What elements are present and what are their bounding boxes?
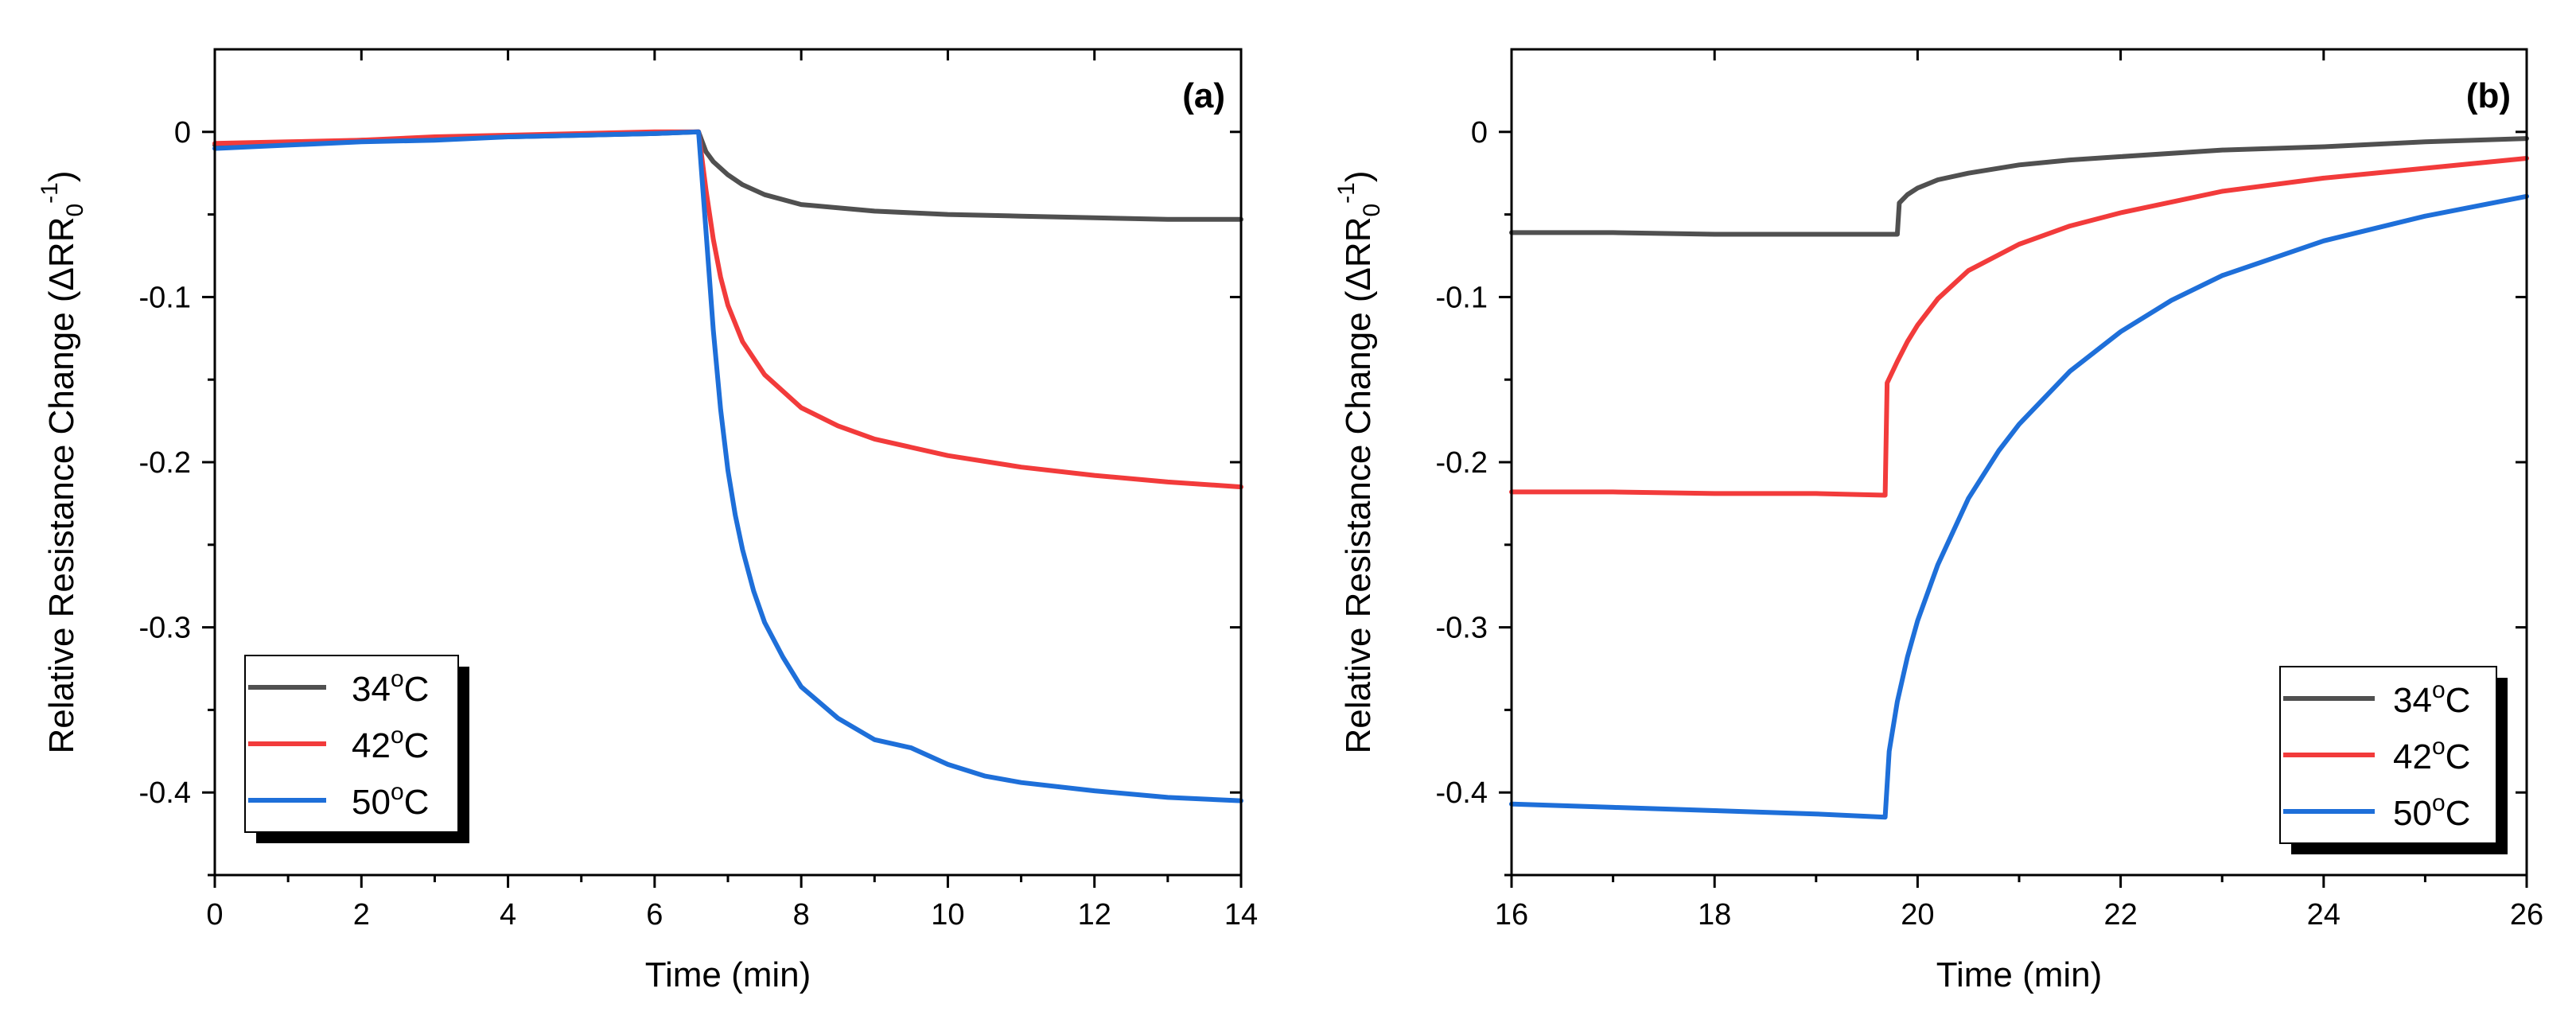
xtick-label-a-1: 2 [353, 898, 370, 932]
ticks-layer-a [202, 49, 1243, 888]
y-axis-title-a: Relative Resistance Change (ΔRR0-1) [37, 170, 88, 753]
ytick-label-b-1: -0.1 [1436, 281, 1488, 314]
legend-42-a-o: o [391, 722, 404, 749]
xtick-label-a-7: 14 [1224, 898, 1258, 932]
xtick-label-a-6: 12 [1078, 898, 1111, 932]
xtick-label-a-3: 6 [646, 898, 663, 932]
legend-34-b-c: C [2446, 681, 2471, 720]
legend-b: 34oC 42oC 50oC [2279, 666, 2508, 854]
chart-panel-a: 0 2 4 6 8 10 12 14 0 -0.1 -0.2 -0.3 -0.4 (a) Time (… [37, 48, 1258, 994]
series-line-34-a [212, 129, 1243, 222]
legend-text-42-a: 42oC [352, 722, 429, 765]
ticks-layer-b [1499, 49, 2528, 888]
legend-34-a-o: o [391, 666, 404, 692]
legend-50-a-c: C [404, 783, 430, 822]
series-line-42-a [212, 129, 1243, 490]
series-layer-a [212, 129, 1243, 803]
xtick-label-b-5: 26 [2510, 898, 2543, 932]
ytick-label-b-4: -0.4 [1436, 776, 1488, 810]
series-line-42-b [1509, 156, 2529, 498]
legend-50-b-num: 50 [2393, 794, 2432, 833]
legend-text-50-a: 50oC [352, 779, 429, 822]
xtick-label-a-5: 10 [931, 898, 964, 932]
series-line-50-b [1509, 193, 2529, 820]
xtick-label-a-4: 8 [793, 898, 810, 932]
ytick-label-a-3: -0.3 [139, 612, 191, 645]
series-layer-b [1509, 136, 2529, 820]
legend-50-a-o: o [391, 779, 404, 805]
legend-42-b-c: C [2446, 737, 2471, 776]
y-axis-title-b-sup: -1 [1333, 182, 1360, 204]
x-axis-title-a: Time (min) [645, 955, 811, 994]
ytick-label-a-4: -0.4 [139, 776, 191, 810]
legend-42-b-num: 42 [2393, 737, 2432, 776]
legend-text-42-b: 42oC [2393, 733, 2470, 776]
y-axis-title-a-main: Relative Resistance Change (ΔRR [42, 217, 81, 754]
xtick-label-b-2: 20 [1901, 898, 1934, 932]
ytick-label-b-3: -0.3 [1436, 612, 1488, 645]
xtick-label-b-3: 22 [2103, 898, 2137, 932]
legend-50-b-o: o [2432, 790, 2446, 816]
y-axis-title-b-main: Relative Resistance Change (ΔRR [1339, 217, 1378, 754]
xtick-labels-b: 16 18 20 22 24 26 [1495, 898, 2543, 932]
ytick-label-b-0: 0 [1471, 116, 1488, 150]
legend-text-34-b: 34oC [2393, 677, 2470, 720]
xtick-label-b-4: 24 [2307, 898, 2341, 932]
xtick-labels-a: 0 2 4 6 8 10 12 14 [206, 898, 1258, 932]
legend-34-b-o: o [2432, 677, 2446, 703]
legend-34-a-c: C [404, 670, 430, 709]
y-axis-title-a-sub: 0 [62, 204, 88, 217]
ytick-label-a-2: -0.2 [139, 446, 191, 480]
ytick-label-b-2: -0.2 [1436, 446, 1488, 480]
xtick-label-a-2: 4 [500, 898, 516, 932]
chart-panel-b: 16 18 20 22 24 26 0 -0.1 -0.2 -0.3 -0.4 (b) Time … [1333, 48, 2543, 994]
xtick-label-b-1: 18 [1698, 898, 1731, 932]
legend-50-b-c: C [2446, 794, 2471, 833]
ytick-labels-b: 0 -0.1 -0.2 -0.3 -0.4 [1436, 116, 1488, 810]
y-axis-title-b-sub: 0 [1359, 204, 1385, 217]
legend-text-50-b: 50oC [2393, 790, 2470, 833]
ytick-label-a-1: -0.1 [139, 281, 191, 314]
x-axis-title-b: Time (min) [1936, 955, 2103, 994]
panel-label-a: (a) [1182, 76, 1225, 115]
xtick-label-b-0: 16 [1495, 898, 1528, 932]
legend-42-a-num: 42 [352, 726, 391, 765]
legend-a: 34oC 42oC 50oC [244, 655, 469, 843]
legend-42-b-o: o [2432, 733, 2446, 760]
xtick-label-a-0: 0 [206, 898, 223, 932]
legend-34-b-num: 34 [2393, 681, 2432, 720]
y-axis-title-a-close: ) [42, 170, 81, 182]
legend-34-a-num: 34 [352, 670, 391, 709]
ytick-labels-a: 0 -0.1 -0.2 -0.3 -0.4 [139, 116, 191, 810]
legend-text-34-a: 34oC [352, 666, 429, 709]
legend-50-a-num: 50 [352, 783, 391, 822]
y-axis-title-a-sup: -1 [37, 182, 63, 204]
y-axis-title-b-close: ) [1339, 170, 1378, 182]
ytick-label-a-0: 0 [174, 116, 191, 150]
panel-label-b: (b) [2466, 76, 2511, 115]
y-axis-title-b: Relative Resistance Change (ΔRR0-1) [1333, 170, 1385, 753]
series-line-34-b [1509, 136, 2529, 237]
series-line-50-a [212, 129, 1243, 803]
legend-42-a-c: C [404, 726, 430, 765]
